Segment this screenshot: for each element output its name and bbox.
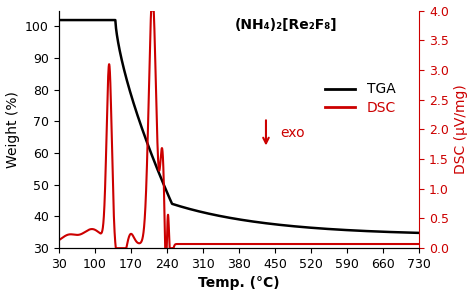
Legend: TGA, DSC: TGA, DSC [319,77,401,120]
Text: (NH₄)₂[Re₂F₈]: (NH₄)₂[Re₂F₈] [235,18,337,32]
X-axis label: Temp. (°C): Temp. (°C) [198,276,280,290]
Y-axis label: DSC (μV/mg): DSC (μV/mg) [455,84,468,174]
Text: exo: exo [281,126,305,140]
Y-axis label: Weight (%): Weight (%) [6,91,19,168]
